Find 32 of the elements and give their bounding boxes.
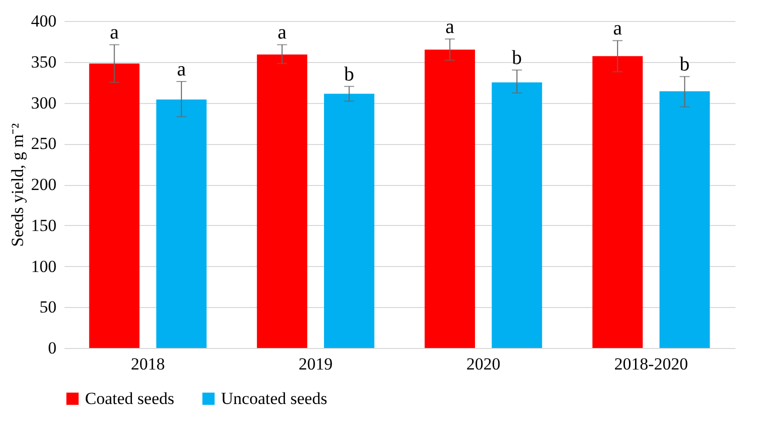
bar — [324, 94, 374, 348]
annotation: a — [445, 16, 454, 38]
y-tick-label: 150 — [31, 216, 56, 235]
bar — [492, 82, 542, 348]
x-tick-label: 2019 — [298, 354, 333, 374]
x-tick-label: 2018-2020 — [614, 354, 688, 374]
y-tick-label: 400 — [31, 12, 56, 30]
bar — [660, 91, 710, 348]
annotation: a — [176, 58, 186, 80]
annotation: b — [344, 63, 354, 86]
bar — [156, 99, 207, 348]
y-tick-label: 0 — [48, 338, 56, 358]
x-tick-label: 2018 — [130, 354, 165, 374]
bar — [89, 64, 140, 348]
y-tick-label: 50 — [40, 298, 56, 317]
legend-label: Coated seeds — [85, 388, 174, 408]
annotation: a — [110, 22, 119, 44]
annotation: a — [613, 18, 622, 40]
annotation: b — [680, 54, 690, 76]
y-tick-label: 200 — [31, 175, 56, 194]
y-tick-label: 250 — [31, 134, 56, 154]
y-tick-label: 100 — [31, 256, 56, 276]
bar — [424, 50, 475, 348]
y-tick-label: 350 — [31, 52, 56, 72]
y-axis-title: Seeds yield, g m⁻² — [8, 123, 27, 247]
x-tick-label: 2020 — [466, 354, 500, 374]
legend-label: Uncoated seeds — [221, 388, 328, 408]
annotation: b — [512, 47, 522, 70]
annotation: a — [278, 22, 287, 44]
y-tick-label: 300 — [31, 93, 56, 112]
bar — [592, 56, 643, 348]
bar — [256, 54, 308, 348]
